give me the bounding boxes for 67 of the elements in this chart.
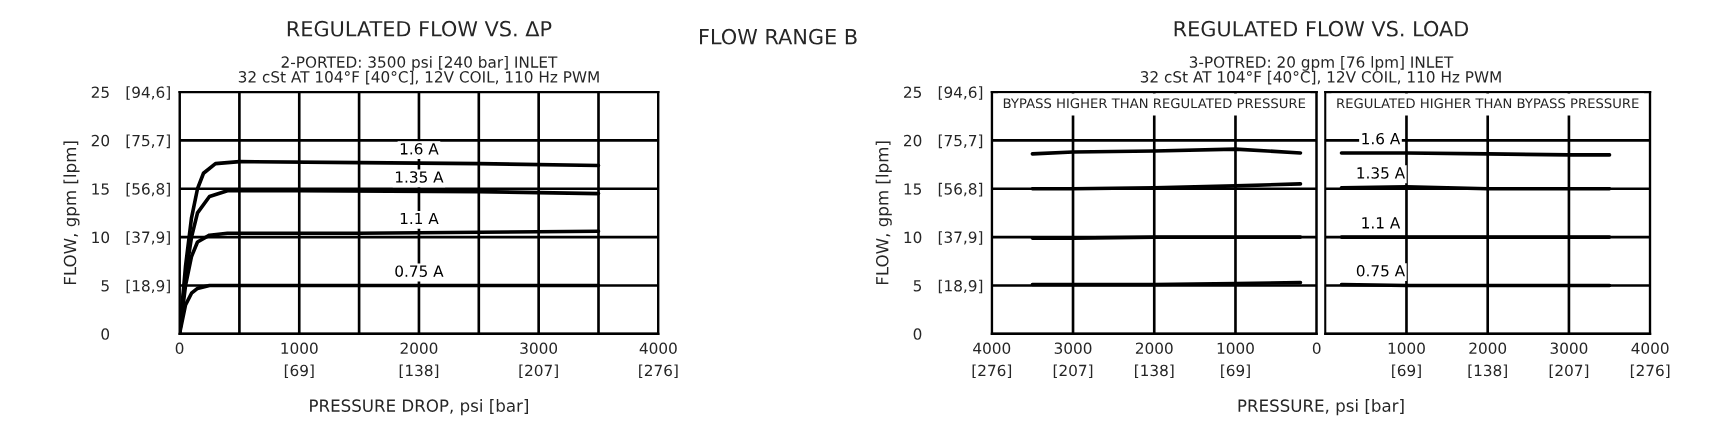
y2-tick-label: [75,7]	[938, 134, 983, 149]
y-tick-label: 5	[101, 280, 109, 292]
y-tick-label: 0	[913, 328, 922, 340]
x2-tick-label: [138]	[1135, 364, 1174, 379]
chart-title: REGULATED FLOW VS. ΔP	[287, 20, 552, 37]
series-label: 1.6 A	[1362, 132, 1401, 145]
series-label: 0.75 A	[1356, 265, 1406, 277]
x-tick-label: 2000	[400, 342, 438, 354]
y2-tick-label: [56,8]	[126, 182, 170, 197]
x-tick-label: 0	[1312, 342, 1321, 354]
x-tick-label: 3000	[1550, 342, 1588, 354]
y-tick-label: 0	[101, 328, 110, 340]
y-tick-label: 15	[92, 183, 109, 195]
y-tick-label: 10	[904, 231, 922, 244]
x2-tick-label: [207]	[1053, 364, 1093, 379]
x2-tick-label: [276]	[972, 364, 1012, 379]
chart-title: REGULATED FLOW VS. LOAD	[1174, 20, 1469, 37]
x2-tick-label: [276]	[1630, 364, 1670, 379]
y-tick-label: 20	[91, 134, 110, 147]
text: FLOW RANGE B	[700, 28, 857, 45]
y2-tick-label: [37,9]	[938, 231, 983, 245]
chart-subtitle: 3-POTRED: 20 gpm [76 lpm] INLET 32 cSt AT 104°F [40°C], 12V COIL, 110 Hz PWM	[1140, 56, 1501, 85]
x-tick-label: 2000	[1469, 342, 1507, 354]
y2-tick-label: [18,9]	[938, 279, 983, 294]
y2-tick-label: [94,6]	[126, 86, 170, 100]
x-tick-label: 4000	[973, 342, 1011, 354]
y-tick-label: 15	[904, 183, 922, 195]
y2-tick-label: [37,9]	[126, 231, 170, 245]
x2-tick-label: [276]	[639, 364, 678, 379]
x2-tick-label: [207]	[519, 364, 558, 379]
series-label: 1.35 A	[1357, 167, 1406, 179]
y-tick-label: 5	[913, 280, 922, 292]
y-tick-label: 10	[92, 231, 110, 244]
y2-tick-label: [94,6]	[938, 86, 983, 100]
x-tick-label: 1000	[1217, 342, 1254, 354]
x-tick-label: 4000	[639, 342, 677, 354]
x-tick-label: 0	[175, 342, 184, 354]
x-tick-label: 3000	[1054, 342, 1092, 354]
series-label: 0.75 A	[395, 265, 444, 277]
x2-tick-label: [138]	[1468, 364, 1507, 379]
x2-tick-label: [138]	[399, 364, 439, 379]
series-label: 1.1 A	[1362, 217, 1401, 229]
y-tick-label: 25	[91, 86, 109, 99]
x2-tick-label: [69]	[284, 364, 314, 379]
x-tick-label: 3000	[520, 342, 558, 354]
x2-tick-label: [207]	[1549, 364, 1589, 379]
series-label: 1.1 A	[400, 212, 439, 225]
annotation: REGULATED HIGHER THAN BYPASS PRESSURE	[1337, 98, 1639, 109]
x-tick-label: 4000	[1631, 342, 1669, 354]
y-axis-title: FLOW, gpm [lpm]	[63, 141, 80, 285]
x-tick-label: 1000	[1388, 342, 1425, 354]
series-label: 1.35 A	[395, 171, 444, 183]
y-tick-label: 25	[904, 86, 922, 99]
x-axis-title: PRESSURE DROP, psi [bar]	[310, 399, 528, 416]
y-axis-title: FLOW, gpm [lpm]	[875, 141, 892, 285]
y2-tick-label: [18,9]	[126, 279, 170, 294]
x2-tick-label: [69]	[1221, 364, 1250, 379]
x2-tick-label: [69]	[1392, 364, 1421, 379]
x-tick-label: 2000	[1135, 342, 1173, 354]
y2-tick-label: [56,8]	[938, 182, 983, 197]
y-tick-label: 20	[904, 134, 922, 147]
annotation: BYPASS HIGHER THAN REGULATED PRESSURE	[1003, 98, 1306, 109]
chart-subtitle: 2-PORTED: 3500 psi [240 bar] INLET 32 cSt AT 104°F [40°C], 12V COIL, 110 Hz PWM	[238, 56, 599, 85]
series-label: 1.6 A	[400, 143, 439, 155]
x-axis-title: PRESSURE, psi [bar]	[1238, 399, 1404, 416]
y2-tick-label: [75,7]	[126, 134, 170, 149]
x-tick-label: 1000	[281, 342, 318, 354]
